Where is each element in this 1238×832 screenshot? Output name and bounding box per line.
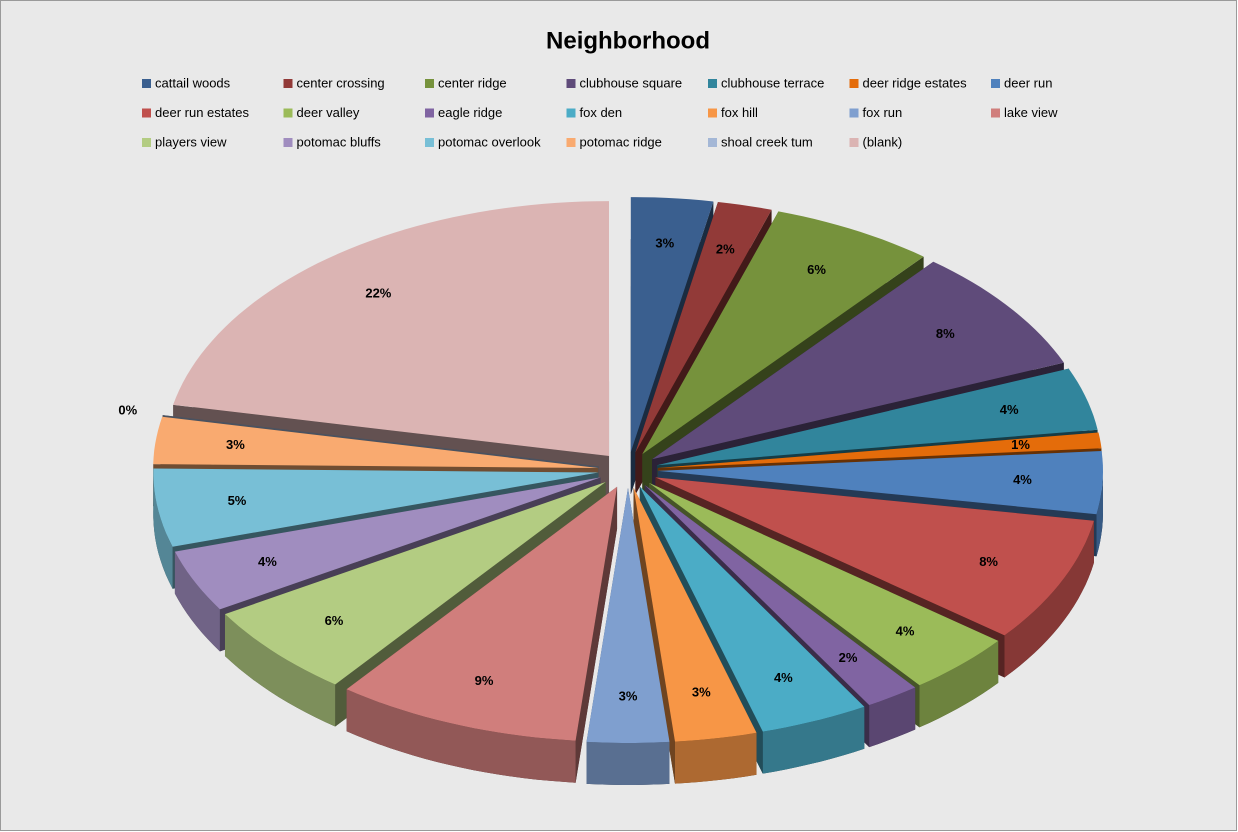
data-label: 6% [325, 613, 344, 628]
legend-swatch [991, 108, 1000, 118]
legend-swatch [425, 79, 434, 88]
legend-swatch [849, 138, 859, 147]
legend-label: deer run [1004, 75, 1052, 90]
slice [630, 197, 714, 453]
legend-label: lake view [1004, 105, 1058, 120]
slice [657, 432, 1102, 469]
legend-label: eagle ridge [438, 105, 502, 120]
legend-label: clubhouse square [580, 75, 683, 90]
legend-swatch [283, 79, 293, 88]
slice-wall [675, 732, 757, 784]
slice [644, 484, 916, 706]
legend-swatch [849, 79, 859, 88]
legend-swatch [566, 138, 576, 147]
legend-label: deer run estates [155, 105, 249, 120]
legend-label: deer ridge estates [863, 75, 968, 90]
legend-label: clubhouse terrace [721, 75, 824, 90]
legend-swatch [283, 108, 293, 118]
data-label: 8% [979, 554, 998, 569]
legend-swatch [566, 108, 576, 118]
legend-label: shoal creek tum [721, 134, 813, 149]
data-label: 3% [655, 235, 674, 250]
slice [656, 368, 1098, 466]
data-label: 5% [228, 493, 247, 508]
slice-wall [869, 687, 916, 748]
legend-swatch [991, 79, 1000, 88]
legend-label: fox hill [721, 105, 758, 120]
slice [639, 486, 865, 732]
slice [173, 201, 610, 457]
slice-edge [575, 486, 618, 783]
legend-swatch [142, 79, 151, 88]
slice-wall [153, 472, 173, 589]
slice [586, 488, 670, 743]
chart-title: Neighborhood [546, 27, 710, 54]
slice [346, 486, 618, 741]
slice-edge [633, 487, 676, 784]
legend-label: (blank) [863, 134, 903, 149]
slice-wall [762, 706, 865, 774]
data-label: 6% [807, 262, 826, 277]
slice-wall [174, 551, 220, 652]
data-label: 2% [839, 650, 858, 665]
slice [642, 211, 924, 455]
legend-label: cattail woods [155, 75, 231, 90]
slice [652, 261, 1064, 460]
data-label: 1% [1011, 437, 1030, 452]
data-label: 3% [226, 437, 245, 452]
data-label: 3% [692, 685, 711, 700]
pie-labels: 3% 2% 6% 8% 4% 1% 4% 8% 4% 2% 4% 3% 3% 9% 6% 4% 5% 3% 0% 22… [118, 235, 1032, 703]
legend-label: players view [155, 134, 227, 149]
legend-label: center crossing [297, 75, 385, 90]
data-label: 22% [365, 285, 391, 300]
slice-wall [1004, 520, 1094, 678]
data-label: 2% [716, 241, 735, 256]
legend-label: fox run [863, 105, 903, 120]
data-label: 4% [1013, 472, 1032, 487]
slice [633, 487, 757, 742]
legend-swatch [425, 138, 434, 147]
legend-label: potomac ridge [580, 134, 662, 149]
legend-label: fox den [580, 105, 623, 120]
legend-swatch [142, 108, 151, 118]
data-label: 4% [258, 554, 277, 569]
slice-wall [225, 614, 336, 727]
data-label: 0% [118, 403, 137, 418]
slice [153, 416, 599, 469]
slice [635, 202, 772, 453]
legend-swatch [425, 108, 434, 118]
slice [153, 468, 599, 547]
slice-wall [346, 689, 576, 783]
data-label: 3% [619, 689, 638, 704]
legend-swatch [566, 79, 576, 88]
slice [657, 451, 1103, 515]
slice [649, 482, 999, 686]
slice [225, 482, 606, 685]
data-label: 4% [1000, 402, 1019, 417]
legend-swatch [708, 79, 717, 88]
slice-wall [1096, 470, 1103, 557]
slice [655, 477, 1094, 636]
data-label: 4% [896, 623, 915, 638]
legend-swatch [142, 138, 151, 147]
slice [174, 477, 601, 610]
data-label: 9% [475, 673, 494, 688]
data-label: 4% [774, 670, 793, 685]
slice-wall [919, 640, 999, 728]
legend-label: deer valley [297, 105, 360, 120]
legend-label: center ridge [438, 75, 507, 90]
legend-label: potomac bluffs [297, 134, 382, 149]
data-label: 8% [936, 326, 955, 341]
legend-label: potomac overlook [438, 134, 541, 149]
pie-tops [153, 197, 1103, 743]
legend-swatch [708, 108, 717, 118]
legend-swatch [283, 138, 293, 147]
legend-swatch [708, 138, 717, 147]
legend-swatch [849, 108, 859, 118]
slice-wall [586, 741, 670, 785]
